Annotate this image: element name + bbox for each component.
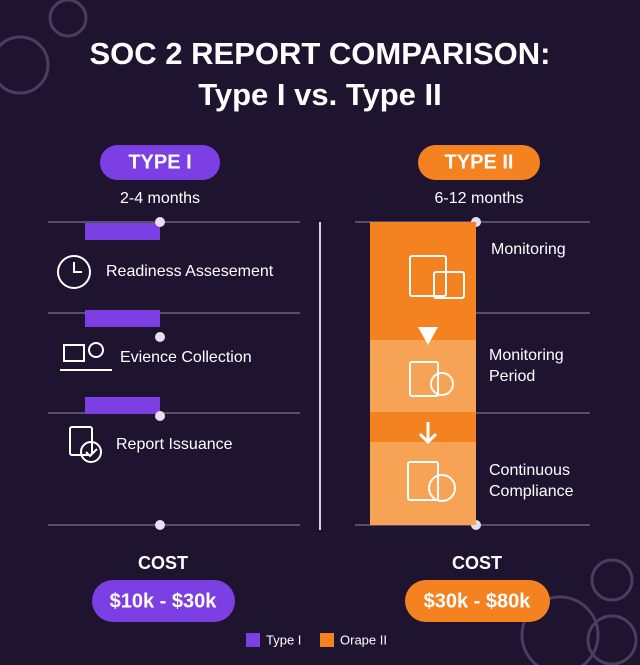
cost-label: COST [452, 553, 502, 573]
legend-swatch [246, 633, 260, 647]
icons [57, 255, 112, 463]
type1-bars [85, 223, 160, 414]
cost: $30k - $80k [424, 590, 532, 612]
type2-section [370, 442, 476, 525]
legend-label: Type I [266, 632, 301, 647]
step-label-box: Continuous Compliance [489, 462, 574, 500]
legend-swatch [320, 633, 334, 647]
duration: 2-4 months [120, 190, 200, 207]
icons [407, 255, 465, 502]
step-label: Readiness Assesement [106, 263, 274, 280]
duration: 6-12 months [435, 190, 524, 207]
step-label: Monitoring [491, 241, 566, 258]
cost-pill [405, 580, 550, 622]
cost: $10k - $30k [110, 590, 218, 612]
cost-label: COST [138, 553, 188, 573]
step-label: Monitoring Period [489, 347, 564, 385]
step-label-box: Monitoring Period [489, 347, 564, 385]
title: Type I vs. Type II [198, 77, 442, 112]
step-label: Continuous Compliance [489, 462, 574, 500]
step-label: Report Issuance [116, 436, 233, 453]
title: SOC 2 REPORT COMPARISON: [89, 36, 550, 71]
step-label: Evience Collection [120, 349, 252, 366]
dots [155, 217, 481, 530]
arrow [418, 327, 438, 345]
type2-section [370, 340, 476, 412]
badge [418, 145, 540, 180]
badge-text: TYPE I [128, 151, 191, 173]
legend-label: Orape II [340, 632, 387, 647]
badge-text: TYPE II [445, 151, 514, 173]
badge [100, 145, 220, 180]
cost-pill [92, 580, 235, 622]
arrow [418, 422, 438, 445]
